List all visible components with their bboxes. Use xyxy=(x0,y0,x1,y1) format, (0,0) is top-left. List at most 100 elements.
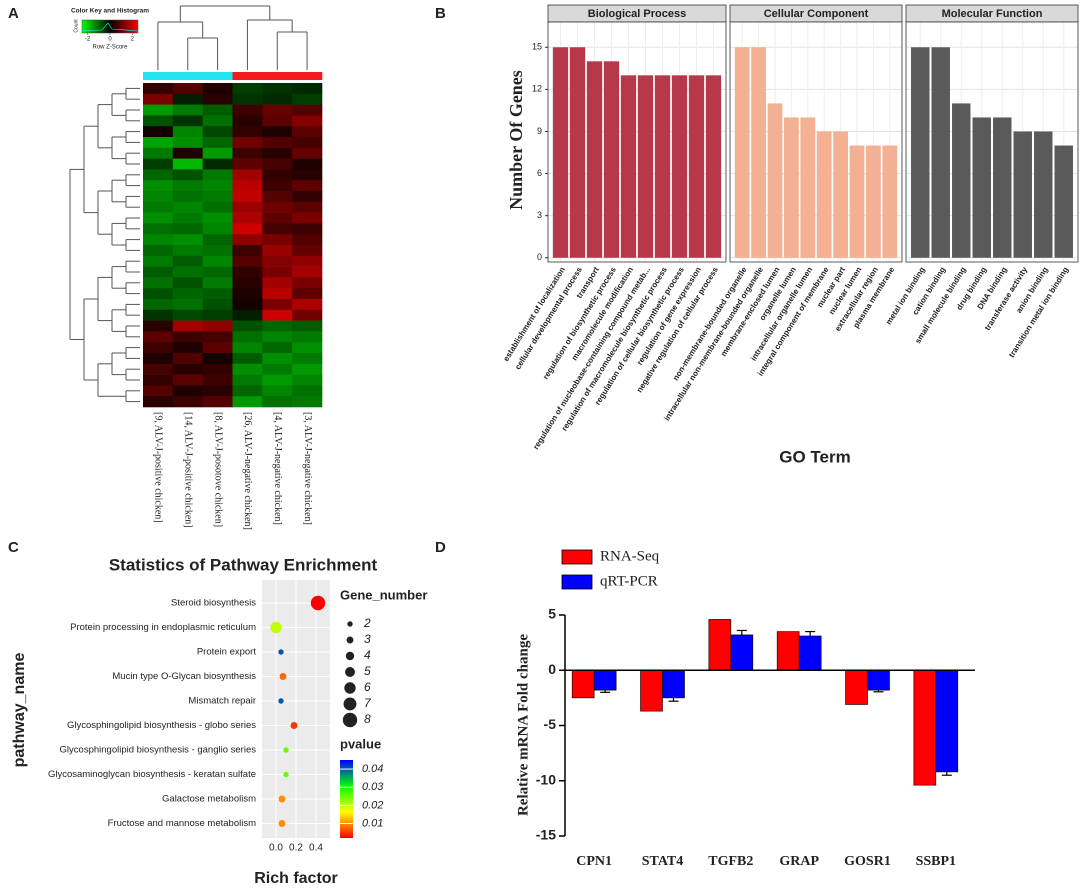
legend-title: pvalue xyxy=(340,736,381,751)
heatmap-cell xyxy=(232,191,263,203)
heatmap-cell xyxy=(172,158,203,170)
heatmap-cell xyxy=(143,396,174,408)
heatmap-cell xyxy=(172,245,203,257)
heatmap-cell xyxy=(232,83,263,95)
heatmap-cell xyxy=(292,147,323,159)
heatmap-cell xyxy=(232,309,263,321)
bar xyxy=(688,75,705,258)
dot xyxy=(283,747,289,753)
legend-label: 8 xyxy=(364,712,371,726)
x-tick-label: STAT4 xyxy=(642,854,684,869)
heatmap-cell xyxy=(143,385,174,397)
column-label: [9, ALV-J-positive chicken] xyxy=(153,412,164,523)
heatmap-cell xyxy=(262,169,293,181)
bar xyxy=(845,669,868,705)
heatmap-cell xyxy=(262,93,293,105)
heatmap-cell xyxy=(202,245,233,257)
dot xyxy=(290,722,298,729)
bar xyxy=(867,669,890,691)
heatmap-cell xyxy=(172,255,203,267)
bar xyxy=(569,47,586,258)
heatmap-cell xyxy=(143,223,174,235)
heatmap-cell xyxy=(292,309,323,321)
column-label: [4, ALV-J-negative chicken] xyxy=(272,412,283,525)
heatmap-cell xyxy=(143,353,174,365)
heatmap-cell xyxy=(143,363,174,375)
heatmap-cell xyxy=(202,320,233,332)
legend-label: qRT-PCR xyxy=(600,573,658,589)
heatmap-cell xyxy=(143,191,174,203)
heatmap-cell xyxy=(232,255,263,267)
heatmap-cell xyxy=(262,137,293,149)
bar xyxy=(833,131,848,258)
x-tick-label: SSBP1 xyxy=(916,854,956,869)
y-axis-title: pathway_name xyxy=(11,653,28,768)
heatmap-cell xyxy=(202,115,233,127)
heatmap-cell xyxy=(202,158,233,170)
x-tick-label: 0.0 xyxy=(269,843,283,854)
bar xyxy=(734,47,750,258)
legend-swatch xyxy=(561,549,593,565)
y-tick-label: 15 xyxy=(532,42,542,52)
heatmap-cell xyxy=(232,147,263,159)
heatmap-cell xyxy=(143,320,174,332)
heatmap-cell xyxy=(143,374,174,386)
heatmap-cell xyxy=(143,180,174,192)
heatmap-cell xyxy=(292,137,323,149)
heatmap-cell xyxy=(202,342,233,354)
y-tick-label: -5 xyxy=(544,716,557,732)
heatmap-cell xyxy=(143,126,174,138)
heatmap-cell xyxy=(292,374,323,386)
heatmap-cell xyxy=(232,277,263,289)
heatmap-cell xyxy=(172,180,203,192)
dot xyxy=(278,795,286,803)
heatmap-cell xyxy=(232,137,263,149)
heatmap-cell xyxy=(172,191,203,203)
heatmap-cell xyxy=(202,83,233,95)
heatmap-cell xyxy=(292,385,323,397)
heatmap-cell xyxy=(202,277,233,289)
heatmap-cell xyxy=(143,93,174,105)
heatmap-cell xyxy=(262,396,293,408)
heatmap-cell xyxy=(262,245,293,257)
heatmap-cell xyxy=(292,245,323,257)
heatmap-cell xyxy=(172,137,203,149)
colorbar-label: 0.02 xyxy=(362,799,383,811)
bar xyxy=(1054,145,1073,258)
heatmap-cell xyxy=(292,342,323,354)
heatmap-cell xyxy=(232,288,263,300)
bar xyxy=(952,103,971,258)
y-tick-label: Glycosaminoglycan biosynthesis - keratan… xyxy=(48,769,256,780)
colorbar-label: 0.04 xyxy=(362,763,383,775)
y-tick-label: 12 xyxy=(532,84,542,94)
x-axis-title: Rich factor xyxy=(254,870,338,887)
heatmap-cell xyxy=(172,93,203,105)
y-tick-label: 9 xyxy=(537,126,542,136)
heatmap-cell xyxy=(232,201,263,213)
heatmap-cell xyxy=(232,223,263,235)
heatmap-cell xyxy=(143,266,174,278)
heatmap-cell xyxy=(292,234,323,246)
heatmap-cell xyxy=(172,266,203,278)
heatmap-cell xyxy=(143,288,174,300)
chart-title: Statistics of Pathway Enrichment xyxy=(109,555,378,574)
heatmap-cell xyxy=(202,396,233,408)
bar xyxy=(654,75,671,258)
legend-dot xyxy=(344,682,356,694)
heatmap-cell xyxy=(262,234,293,246)
bar xyxy=(798,635,822,671)
heatmap-cell xyxy=(172,212,203,224)
heatmap-cell xyxy=(143,255,174,267)
heatmap-cell xyxy=(172,234,203,246)
heatmap-cell xyxy=(262,158,293,170)
heatmap-cell xyxy=(232,396,263,408)
dot xyxy=(279,673,287,680)
heatmap-cell xyxy=(202,374,233,386)
heatmap-cell xyxy=(262,191,293,203)
heatmap-cell xyxy=(292,288,323,300)
heatmap-cell xyxy=(262,104,293,116)
heatmap-cell xyxy=(262,299,293,311)
heatmap-cell xyxy=(143,342,174,354)
y-tick-label: Mismatch repair xyxy=(188,696,256,707)
heatmap-cell xyxy=(143,169,174,181)
